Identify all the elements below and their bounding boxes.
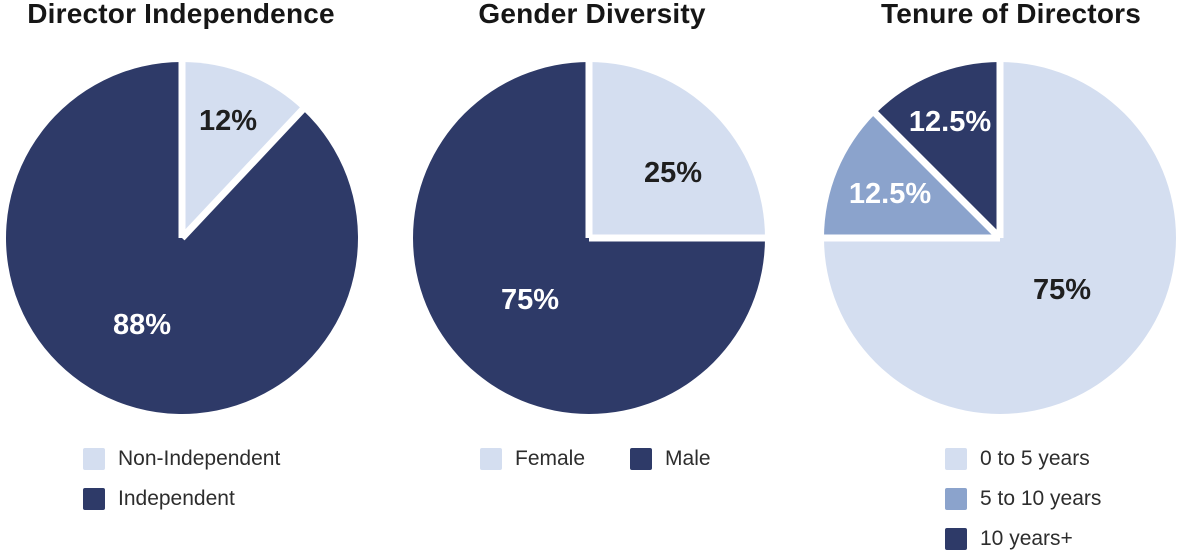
pie-value-label-female: 25%	[644, 157, 702, 189]
legend-swatch-icon	[630, 447, 653, 470]
legend-swatch-icon	[83, 447, 105, 470]
legend-label: 0 to 5 years	[980, 447, 1090, 470]
legend-item-0-to-5-years: 0 to 5 years	[945, 447, 1101, 470]
legend-item-independent: Independent	[83, 487, 280, 510]
pie-value-label-male: 75%	[501, 284, 559, 316]
legend-tenure-of-directors: 0 to 5 years 5 to 10 years 10 years+	[945, 447, 1101, 550]
pie-value-label-0-to-5-years: 75%	[1033, 274, 1091, 306]
pie-slice-non-independent	[182, 62, 303, 238]
chart-title-tenure-of-directors: Tenure of Directors	[881, 0, 1141, 29]
legend-swatch-icon	[83, 487, 105, 510]
legend-item-10-years: 10 years+	[945, 527, 1101, 550]
chart-title-gender-diversity: Gender Diversity	[478, 0, 706, 29]
legend-director-independence: Non-Independent Independent	[83, 447, 280, 510]
legend-item-female: Female	[480, 447, 585, 470]
legend-swatch-icon	[945, 447, 967, 470]
legend-label: Independent	[118, 487, 235, 510]
slice-divider	[179, 106, 306, 241]
legend-label: Male	[665, 447, 711, 470]
pie-value-label-non-independent: 12%	[199, 105, 257, 137]
legend-label: Non-Independent	[118, 447, 281, 470]
legend-label: Female	[515, 447, 586, 470]
legend-label: 5 to 10 years	[980, 487, 1102, 510]
pie-value-label-independent: 88%	[113, 309, 171, 341]
pie-slice-5-to-10-years	[824, 113, 1000, 238]
chart-title-director-independence: Director Independence	[27, 0, 335, 29]
legend-swatch-icon	[945, 527, 967, 550]
pie-gender-diversity: 25% 75%	[413, 61, 766, 414]
legend-gender-diversity: Female Male	[480, 447, 711, 470]
legend-item-male: Male	[630, 447, 711, 470]
pie-value-label-5-to-10-years: 12.5%	[849, 178, 931, 210]
legend-swatch-icon	[945, 487, 967, 510]
legend-item-non-independent: Non-Independent	[83, 447, 280, 470]
pie-slice-female	[589, 62, 765, 238]
pie-slice-10-years	[875, 62, 1000, 238]
pie-tenure-of-directors: 75% 12.5% 12.5%	[823, 61, 1176, 414]
slice-divider	[872, 110, 1003, 241]
legend-swatch-icon	[480, 447, 502, 470]
legend-label: 10 years+	[980, 527, 1073, 550]
pie-director-independence: 12% 88%	[6, 61, 359, 414]
pie-value-label-10-years: 12.5%	[909, 106, 991, 138]
legend-item-5-to-10-years: 5 to 10 years	[945, 487, 1101, 510]
